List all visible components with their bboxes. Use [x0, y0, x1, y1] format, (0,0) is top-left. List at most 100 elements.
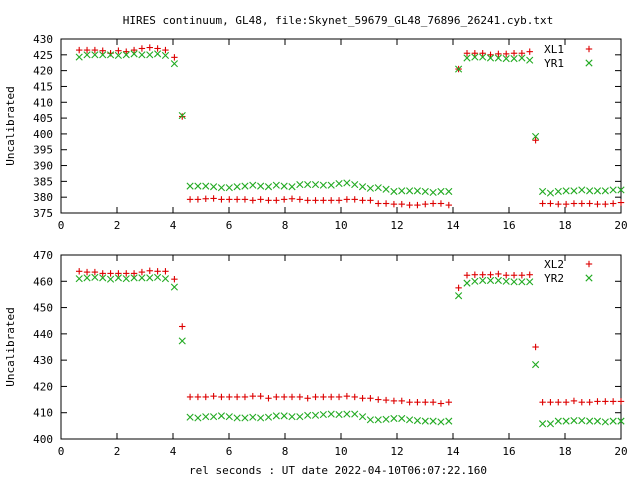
data-point-d2: [518, 54, 526, 62]
data-point-d2: [494, 54, 502, 62]
data-point-d2: [130, 50, 138, 58]
data-point-d2: [319, 410, 327, 419]
data-point: [91, 268, 99, 276]
data-point: [304, 197, 311, 204]
data-point: [413, 187, 422, 195]
data-point: [343, 196, 351, 203]
data-point-d2: [471, 277, 479, 285]
data-point: [194, 196, 202, 203]
data-point: [83, 274, 91, 282]
data-point: [280, 393, 288, 401]
data-point: [257, 414, 265, 422]
data-point: [115, 270, 122, 277]
data-point: [422, 399, 429, 406]
data-point-d2: [351, 410, 359, 418]
data-point: [210, 195, 217, 202]
data-point: [518, 278, 526, 286]
data-point-d2: [280, 182, 288, 190]
data-point: [226, 393, 233, 401]
y-axis-label: Uncalibrated: [4, 86, 17, 165]
legend-marker: [585, 59, 593, 67]
data-point: [218, 196, 225, 203]
data-point-d2: [546, 420, 555, 428]
data-point: [518, 54, 526, 62]
data-point: [178, 337, 186, 345]
data-point-d2: [280, 412, 288, 420]
data-point-d2: [351, 180, 359, 189]
data-point: [265, 395, 272, 402]
data-point: [367, 395, 374, 402]
data-point: [249, 413, 257, 421]
y-tick-label: 400: [33, 128, 53, 141]
data-point: [123, 48, 130, 55]
data-point-d2: [421, 417, 429, 425]
data-point: [210, 183, 218, 191]
data-point: [99, 274, 107, 282]
data-point: [486, 54, 495, 62]
data-point: [455, 292, 463, 300]
data-point: [406, 187, 414, 195]
series-XL1: [76, 44, 625, 209]
data-point: [359, 395, 366, 402]
data-point-d2: [264, 183, 273, 191]
y-tick-label: 395: [33, 144, 53, 157]
data-point-d2: [319, 181, 327, 189]
data-point-d2: [138, 274, 146, 282]
data-point-d2: [178, 337, 186, 345]
y-tick-label: 460: [33, 275, 53, 288]
data-point-d2: [217, 184, 226, 192]
data-point: [414, 201, 421, 209]
data-point: [510, 55, 518, 63]
data-point: [162, 46, 169, 54]
data-point: [225, 184, 233, 192]
x-tick-label: 14: [446, 445, 460, 458]
data-point: [359, 197, 366, 204]
data-point: [273, 197, 280, 204]
data-point-d2: [406, 416, 414, 424]
data-point: [539, 420, 547, 428]
data-point: [570, 397, 578, 405]
data-point-d2: [296, 180, 304, 189]
data-point-d2: [114, 274, 122, 282]
data-point: [502, 277, 510, 285]
data-point-d2: [437, 187, 445, 196]
data-point: [429, 200, 437, 207]
data-point-d2: [210, 183, 218, 191]
data-point: [288, 393, 296, 401]
x-tick-label: 12: [390, 219, 403, 232]
data-point: [437, 200, 445, 207]
y-tick-label: 400: [33, 433, 53, 446]
data-point-d2: [75, 275, 83, 283]
data-point: [374, 416, 382, 424]
data-point: [382, 200, 390, 207]
data-point-d2: [502, 55, 510, 63]
data-point: [114, 274, 122, 282]
data-point: [186, 182, 194, 190]
legend-label: XL2: [544, 258, 564, 271]
data-point-d2: [210, 413, 218, 421]
data-point: [554, 187, 562, 196]
data-point: [593, 417, 602, 425]
data-point: [546, 420, 555, 428]
data-point-d2: [122, 51, 130, 59]
data-point-d2: [304, 180, 312, 189]
data-point: [429, 417, 437, 425]
data-point: [328, 197, 335, 204]
data-point: [170, 60, 178, 68]
data-point-d2: [264, 413, 273, 421]
data-point: [328, 393, 335, 401]
legend-label: YR2: [544, 272, 564, 285]
data-point-d2: [586, 187, 594, 195]
y-tick-label: 420: [33, 65, 53, 78]
data-point: [562, 187, 570, 195]
data-point-d2: [374, 416, 382, 424]
data-point-d2: [510, 278, 518, 286]
data-point-d2: [194, 414, 202, 422]
data-point: [471, 277, 479, 285]
data-point-d2: [617, 186, 625, 194]
data-point-d2: [154, 273, 162, 281]
data-point-d2: [288, 413, 296, 421]
data-point: [586, 187, 594, 195]
data-point-d2: [398, 414, 406, 423]
data-point: [343, 392, 351, 400]
